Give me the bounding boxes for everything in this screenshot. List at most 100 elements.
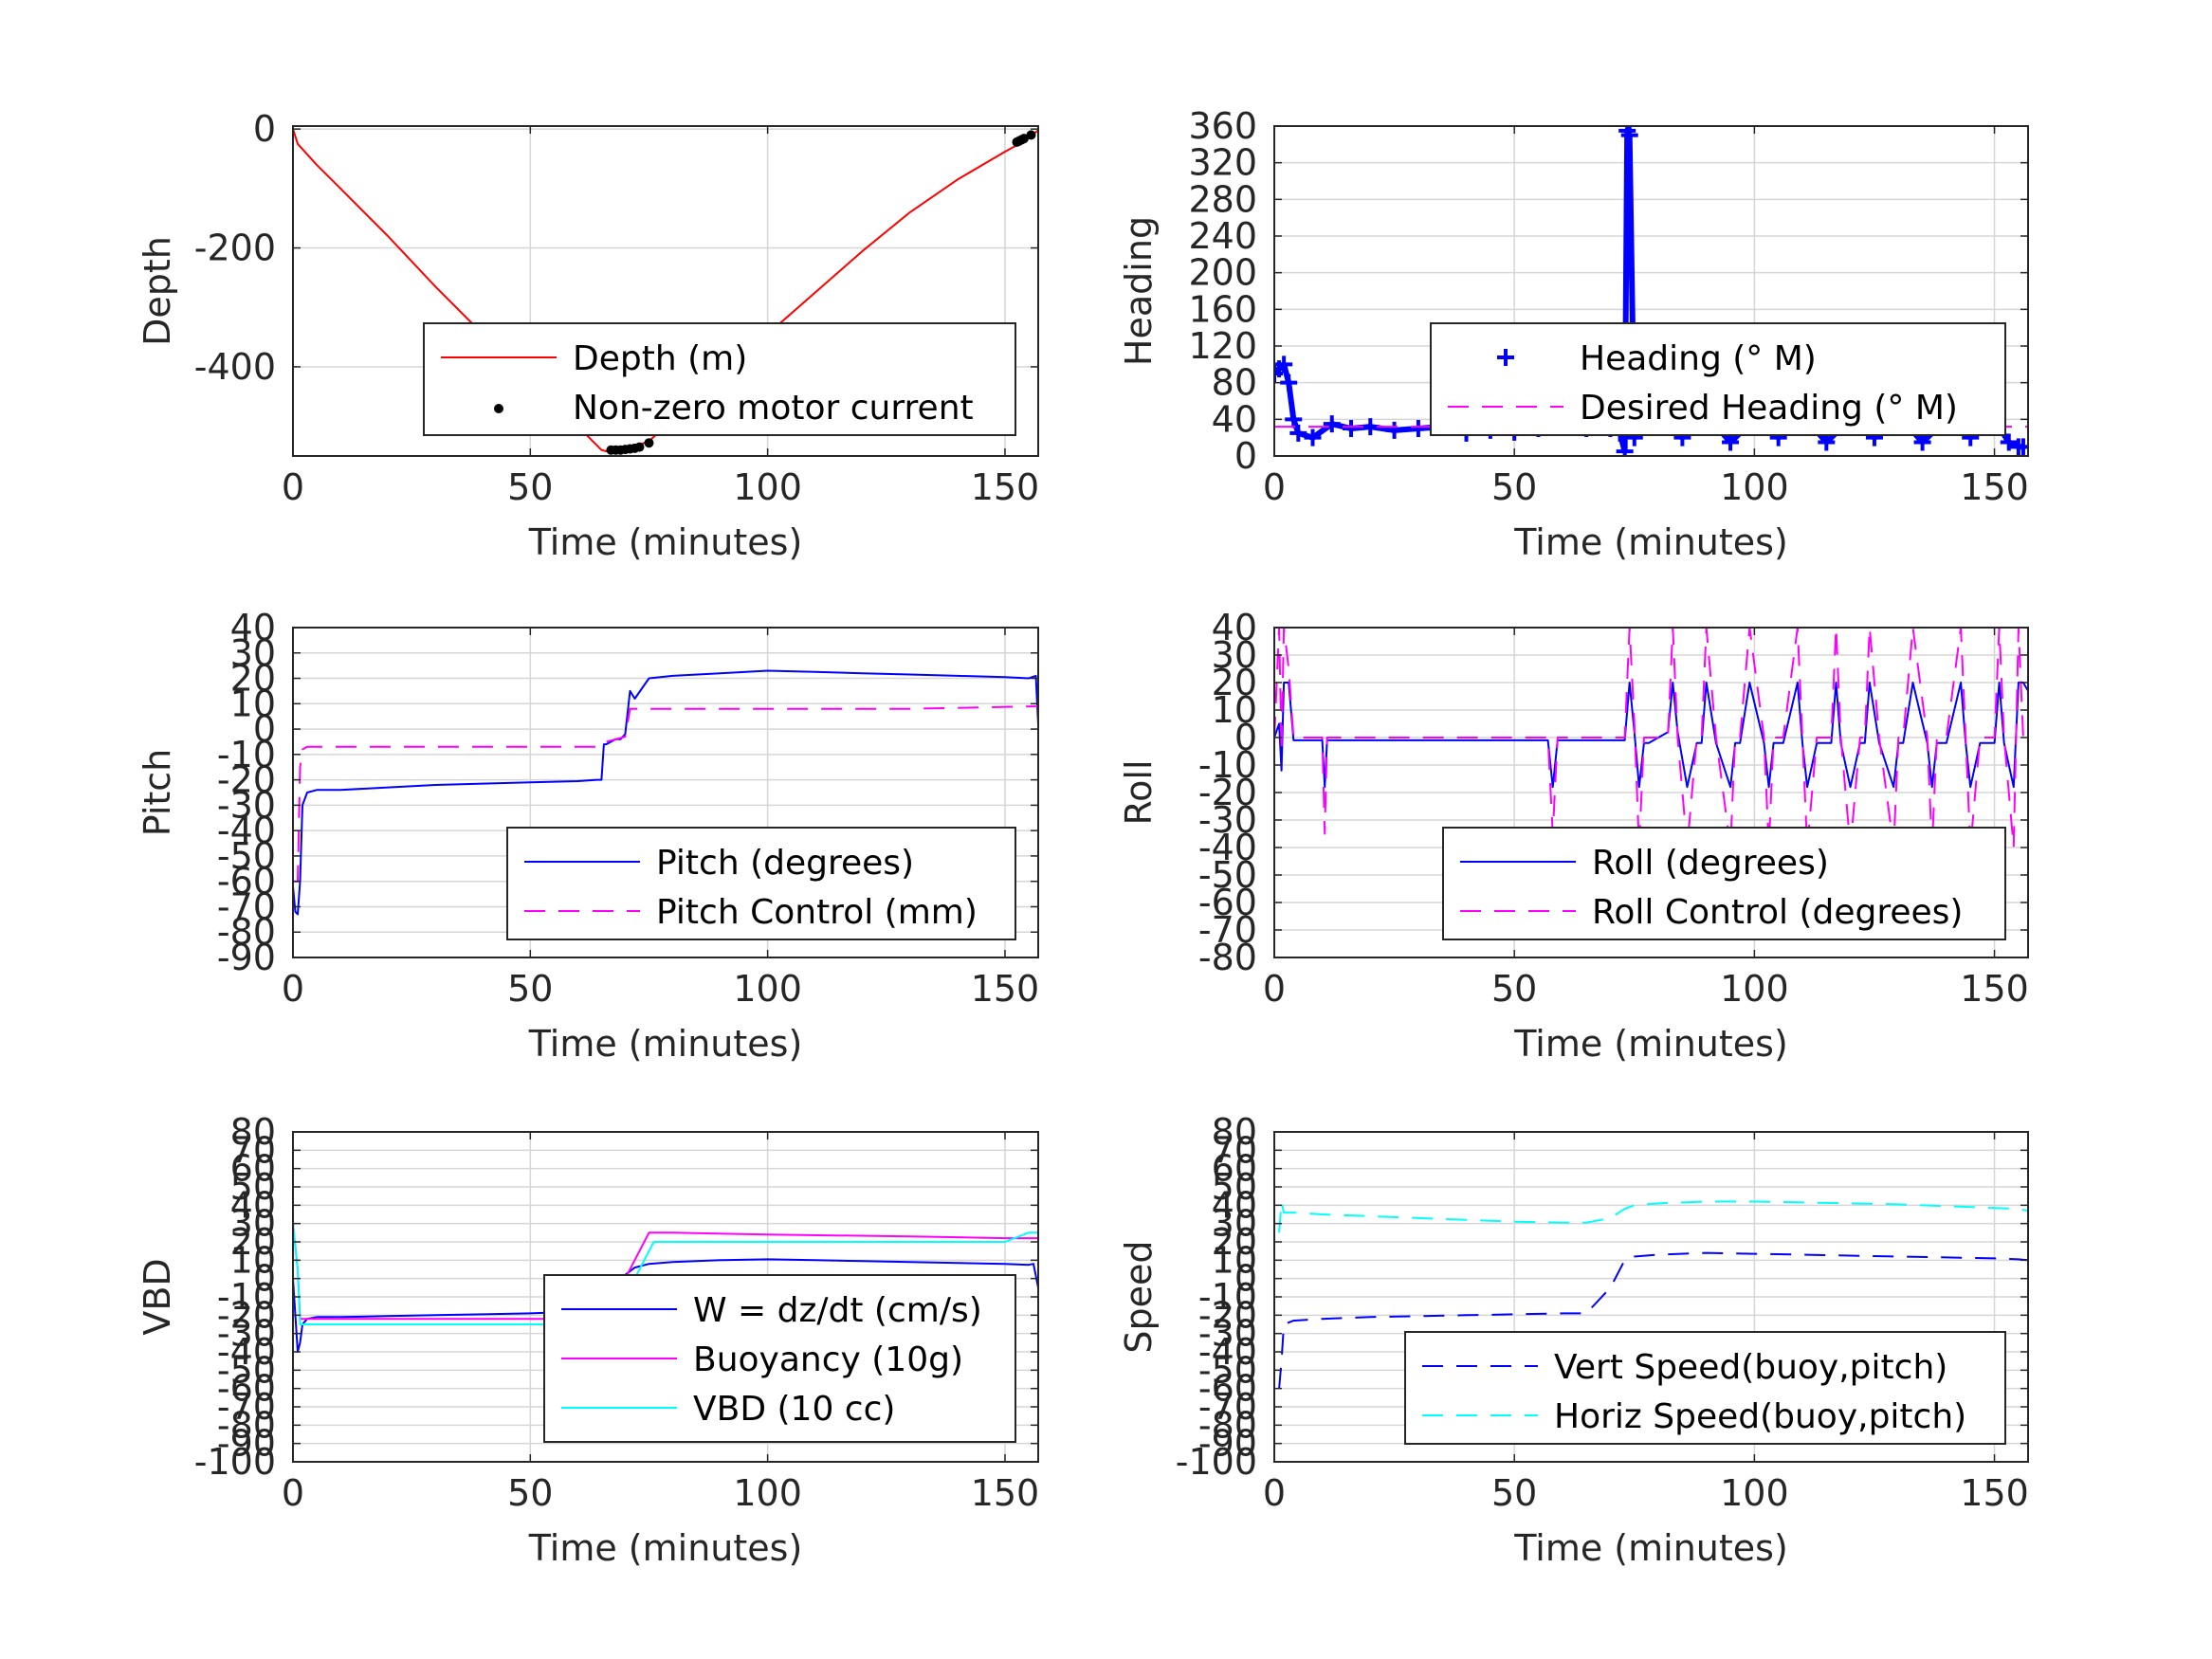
legend-label: Horiz Speed(buoy,pitch) — [1554, 1397, 1966, 1436]
y-tick-label: 40 — [1212, 1184, 1257, 1226]
x-tick-label: 100 — [1720, 1472, 1789, 1514]
legend-label: Buoyancy (10g) — [693, 1340, 963, 1379]
x-axis-label: Time (minutes) — [528, 521, 803, 563]
y-tick-label: 10 — [230, 683, 276, 724]
x-tick-label: 0 — [1263, 1472, 1286, 1514]
y-tick-label: -90 — [1198, 1423, 1257, 1465]
series-2-markers — [606, 130, 1036, 455]
subplot-4: 0 50 100 150-80-70-60-50-40-30-20-100102030… — [1118, 607, 2029, 1065]
y-tick-label: -100 — [1176, 1441, 1257, 1483]
x-tick-label: 50 — [507, 1472, 553, 1514]
y-tick-label: 280 — [1188, 178, 1257, 220]
y-tick-label: 70 — [1212, 1129, 1257, 1171]
y-tick-label: -50 — [1198, 1349, 1257, 1391]
y-tick-label: 40 — [230, 607, 276, 648]
y-tick-label: 0 — [1234, 717, 1257, 758]
y-tick-label: 160 — [1188, 288, 1257, 330]
y-tick-label: -70 — [1198, 1386, 1257, 1428]
legend-label: Pitch (degrees) — [656, 844, 914, 883]
x-tick-label: 50 — [507, 466, 553, 508]
axes-box — [292, 627, 1039, 958]
x-tick-label: 100 — [733, 466, 802, 508]
plot-area — [293, 128, 1038, 455]
axes-box — [1273, 125, 2029, 457]
x-tick-label: 0 — [282, 968, 304, 1010]
data-point — [1026, 130, 1036, 140]
y-tick-label: 30 — [230, 1203, 276, 1245]
y-tick-label: 200 — [1188, 252, 1257, 294]
y-tick-label: -80 — [1198, 1404, 1257, 1446]
legend-label: VBD (10 cc) — [693, 1390, 895, 1429]
y-tick-label: 20 — [230, 658, 276, 700]
x-axis-label: Time (minutes) — [1513, 521, 1788, 563]
y-tick-label: -30 — [217, 1313, 276, 1355]
y-tick-label: -40 — [217, 1331, 276, 1373]
y-tick-label: -30 — [217, 784, 276, 826]
x-tick-label: 100 — [1720, 466, 1789, 508]
data-point — [644, 438, 654, 448]
y-tick-label: -80 — [1198, 937, 1257, 978]
y-tick-label: 60 — [230, 1148, 276, 1190]
y-tick-label: -30 — [1198, 799, 1257, 841]
legend: W = dz/dt (cm/s) Buoyancy (10g) VBD (10 cc… — [543, 1274, 1016, 1443]
y-tick-label: 30 — [1212, 634, 1257, 676]
y-tick-label: 80 — [230, 1111, 276, 1153]
y-tick-label: -100 — [194, 1441, 276, 1483]
legend: Roll (degrees) Roll Control (degrees) — [1442, 827, 2006, 940]
x-tick-label: 0 — [1263, 466, 1286, 508]
y-tick-label: -90 — [217, 937, 276, 978]
legend-label: Depth (m) — [573, 339, 747, 378]
y-tick-label: -20 — [1198, 1294, 1257, 1336]
x-tick-label: 0 — [282, 1472, 304, 1514]
y-tick-label: -20 — [1198, 772, 1257, 813]
y-tick-label: 30 — [1212, 1203, 1257, 1245]
axes-box — [292, 125, 1039, 457]
y-tick-label: -30 — [1198, 1313, 1257, 1355]
y-tick-label: -10 — [217, 734, 276, 775]
y-axis-label: Roll — [1118, 759, 1160, 825]
legend-marker — [1497, 349, 1514, 366]
x-tick-label: 150 — [971, 968, 1040, 1010]
subplot-5: 0 50 100 150-100-90-80-70-60-50-40-30-20-10… — [137, 1111, 1039, 1569]
legend: Pitch (degrees) Pitch Control (mm) — [506, 827, 1016, 940]
y-tick-label: 0 — [253, 108, 276, 150]
x-axis-label: Time (minutes) — [528, 1023, 803, 1065]
subplot-3: 0 50 100 150-90-80-70-60-50-40-30-20-100102… — [137, 607, 1039, 1065]
y-tick-label: -20 — [217, 759, 276, 801]
y-tick-label: -60 — [1198, 1368, 1257, 1410]
x-tick-label: 100 — [1720, 968, 1789, 1010]
y-tick-label: -70 — [217, 885, 276, 927]
y-axis-label: Heading — [1118, 216, 1160, 366]
x-tick-label: 150 — [1960, 466, 2029, 508]
y-tick-label: 360 — [1188, 105, 1257, 147]
y-tick-label: -10 — [1198, 744, 1257, 786]
y-tick-label: -40 — [1198, 827, 1257, 868]
x-tick-label: 0 — [1263, 968, 1286, 1010]
y-tick-label: 10 — [1212, 689, 1257, 731]
legend-marker — [494, 404, 503, 413]
y-tick-label: -60 — [217, 861, 276, 902]
y-tick-label: 120 — [1188, 325, 1257, 367]
x-axis-label: Time (minutes) — [528, 1527, 803, 1569]
y-tick-label: 80 — [1212, 1111, 1257, 1153]
y-tick-label: 40 — [230, 1184, 276, 1226]
x-tick-label: 50 — [1491, 968, 1537, 1010]
legend-box — [1442, 827, 2006, 940]
y-tick-label: 40 — [1212, 607, 1257, 648]
y-axis-label: Pitch — [137, 749, 178, 837]
y-tick-label: -90 — [217, 1423, 276, 1465]
y-tick-label: -50 — [217, 835, 276, 877]
y-tick-label: 20 — [1212, 1221, 1257, 1263]
y-tick-label: -60 — [217, 1368, 276, 1410]
y-tick-label: -70 — [217, 1386, 276, 1428]
y-tick-label: 60 — [1212, 1148, 1257, 1190]
subplot-6: 0 50 100 150-100-90-80-70-60-50-40-30-20-10… — [1118, 1111, 2029, 1569]
x-tick-label: 100 — [733, 1472, 802, 1514]
legend-box — [423, 322, 1016, 436]
y-tick-label: 0 — [253, 1258, 276, 1300]
y-tick-label: -20 — [217, 1294, 276, 1336]
y-tick-label: 50 — [1212, 1166, 1257, 1208]
y-tick-label: -80 — [217, 1404, 276, 1446]
legend-label: Non-zero motor current — [573, 389, 974, 428]
